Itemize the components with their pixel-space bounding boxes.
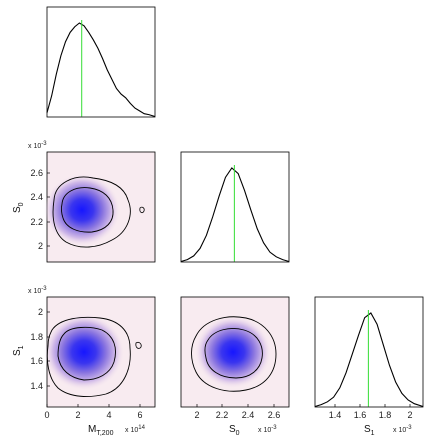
s0-xtick-2: 2.4 (242, 410, 255, 420)
tick-marks (46, 172, 411, 407)
panel-m-marginal (46, 6, 156, 118)
s0-y-multiplier: x 10-3 (28, 141, 47, 150)
x-axis-label-m: MT,200 (88, 424, 114, 437)
s0-ytick-2: 2.2 (30, 217, 43, 227)
s0-xtick-3: 2.6 (268, 410, 281, 420)
s1-x-multiplier: x 10-3 (393, 425, 412, 434)
s1-vs-m-density (44, 314, 124, 390)
s0-vs-m-density (44, 174, 120, 246)
m-marginal-curve (46, 22, 156, 118)
s1-vs-m-contour-inner (57, 326, 116, 381)
y-axis-label-s1: S1 (12, 345, 25, 356)
panel-s0-marginal (180, 151, 290, 263)
s1-xtick-1: 1.6 (354, 410, 367, 420)
s0-vs-m-contour-outer (52, 176, 131, 248)
s1-ytick-2: 1.6 (30, 356, 43, 366)
m-xtick-2: 4 (106, 410, 111, 420)
panel-s1-marginal-frame (314, 296, 424, 408)
s0-xtick-0: 2 (194, 410, 199, 420)
s1-xtick-3: 2 (407, 410, 412, 420)
panel-m-marginal-frame (46, 6, 156, 118)
x-axis-label-s1: S1 (364, 424, 375, 437)
s0-vs-m-contour-inner (60, 187, 114, 233)
s0-ytick-3: 2 (38, 241, 43, 251)
s1-vs-m-contour-island (135, 341, 142, 349)
m-xtick-0: 0 (44, 410, 49, 420)
s0-vs-m-contour-island (139, 206, 145, 214)
m-xtick-3: 6 (137, 410, 142, 420)
s1-ytick-3: 1.4 (30, 381, 43, 391)
s0-x-multiplier: x 10-3 (258, 425, 277, 434)
s0-ytick-0: 2.6 (30, 168, 43, 178)
s1-vs-s0-contour-outer (191, 316, 277, 392)
m-xtick-1: 2 (75, 410, 80, 420)
s1-vs-s0-contour-inner (204, 328, 263, 379)
panel-s1-vs-m (44, 296, 156, 408)
panel-s0-vs-m (44, 151, 156, 263)
y-axis-label-s0: S0 (12, 202, 25, 213)
panel-s1-vs-s0 (180, 296, 290, 408)
s1-marginal-curve (314, 312, 424, 408)
s0-xtick-1: 2.2 (216, 410, 229, 420)
s1-y-multiplier: x 10-3 (28, 286, 47, 295)
s1-xtick-2: 1.8 (379, 410, 392, 420)
m-x-multiplier: x 1014 (125, 425, 146, 434)
x-axis-label-s0: S0 (229, 424, 240, 437)
panel-s1-marginal (314, 296, 424, 408)
s1-vs-s0-density (195, 316, 271, 388)
s0-ytick-1: 2.4 (30, 192, 43, 202)
s1-vs-m-contour-outer (46, 316, 131, 397)
s1-xtick-0: 1.4 (329, 410, 342, 420)
panel-s0-marginal-frame (180, 151, 290, 263)
s1-ytick-0: 2 (38, 307, 43, 317)
s0-marginal-curve (180, 167, 290, 263)
s1-ytick-1: 1.8 (30, 332, 43, 342)
